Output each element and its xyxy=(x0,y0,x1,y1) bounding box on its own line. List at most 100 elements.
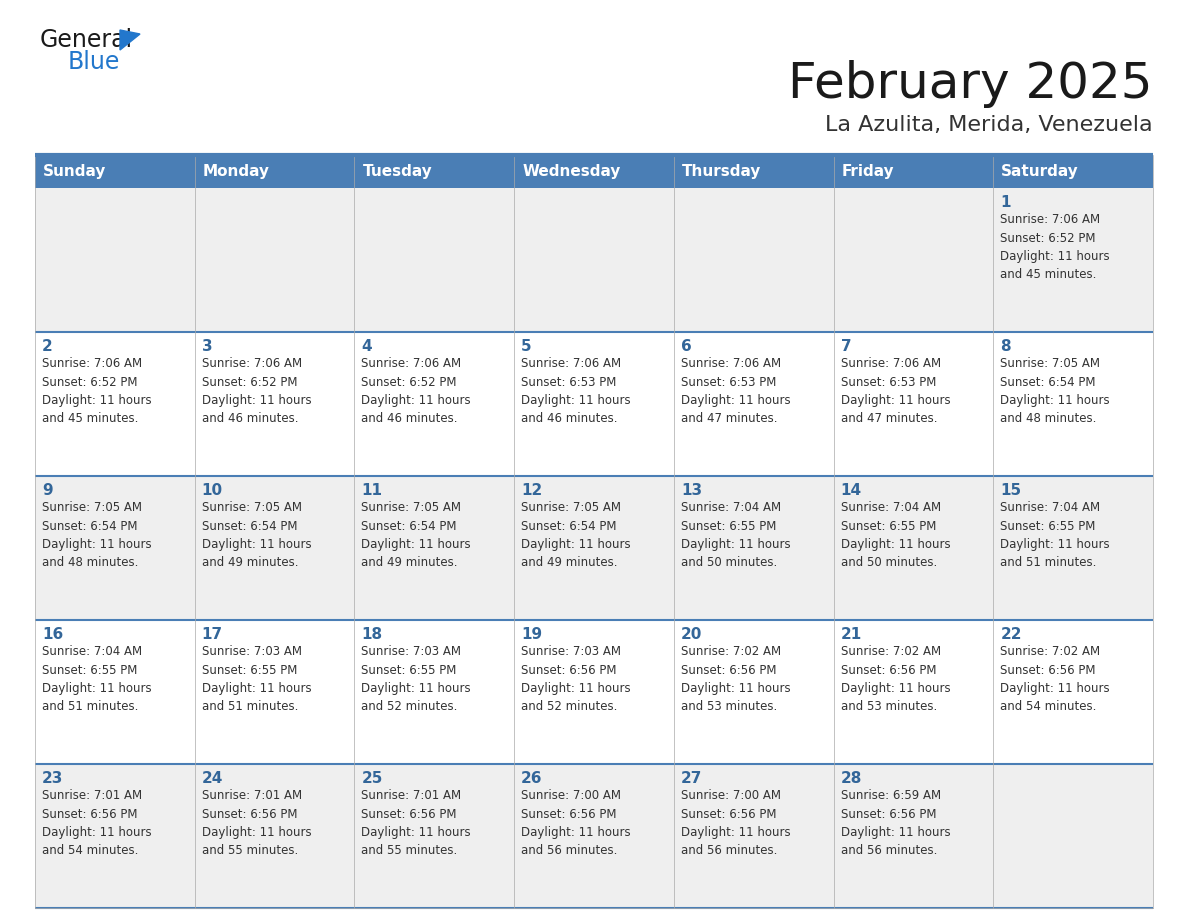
Text: 16: 16 xyxy=(42,627,63,642)
Text: Blue: Blue xyxy=(68,50,120,74)
Bar xyxy=(34,476,195,620)
Text: 5: 5 xyxy=(522,339,532,354)
Text: Sunrise: 7:06 AM
Sunset: 6:53 PM
Daylight: 11 hours
and 46 minutes.: Sunrise: 7:06 AM Sunset: 6:53 PM Dayligh… xyxy=(522,357,631,426)
Text: Sunrise: 7:03 AM
Sunset: 6:56 PM
Daylight: 11 hours
and 52 minutes.: Sunrise: 7:03 AM Sunset: 6:56 PM Dayligh… xyxy=(522,645,631,713)
Text: Sunrise: 7:02 AM
Sunset: 6:56 PM
Daylight: 11 hours
and 53 minutes.: Sunrise: 7:02 AM Sunset: 6:56 PM Dayligh… xyxy=(841,645,950,713)
Text: Saturday: Saturday xyxy=(1001,164,1079,179)
Bar xyxy=(993,764,1154,908)
Text: 1: 1 xyxy=(1000,195,1011,210)
Bar xyxy=(834,476,993,620)
Text: Thursday: Thursday xyxy=(682,164,762,179)
Text: Sunrise: 7:06 AM
Sunset: 6:52 PM
Daylight: 11 hours
and 46 minutes.: Sunrise: 7:06 AM Sunset: 6:52 PM Dayligh… xyxy=(361,357,472,426)
Text: General: General xyxy=(40,28,133,52)
Bar xyxy=(354,620,514,764)
Text: Sunrise: 7:05 AM
Sunset: 6:54 PM
Daylight: 11 hours
and 49 minutes.: Sunrise: 7:05 AM Sunset: 6:54 PM Dayligh… xyxy=(522,501,631,569)
Bar xyxy=(34,620,195,764)
Text: 13: 13 xyxy=(681,483,702,498)
Bar xyxy=(514,332,674,476)
Text: Sunrise: 7:01 AM
Sunset: 6:56 PM
Daylight: 11 hours
and 55 minutes.: Sunrise: 7:01 AM Sunset: 6:56 PM Dayligh… xyxy=(202,789,311,857)
Text: 12: 12 xyxy=(522,483,543,498)
Bar xyxy=(195,764,354,908)
Bar xyxy=(514,155,674,188)
Bar xyxy=(993,620,1154,764)
Bar xyxy=(674,155,834,188)
Text: 18: 18 xyxy=(361,627,383,642)
Text: Monday: Monday xyxy=(203,164,270,179)
Text: Sunrise: 7:05 AM
Sunset: 6:54 PM
Daylight: 11 hours
and 48 minutes.: Sunrise: 7:05 AM Sunset: 6:54 PM Dayligh… xyxy=(1000,357,1110,426)
Bar xyxy=(354,188,514,332)
Bar xyxy=(834,155,993,188)
Bar xyxy=(993,155,1154,188)
Text: 14: 14 xyxy=(841,483,861,498)
Text: 11: 11 xyxy=(361,483,383,498)
Bar xyxy=(834,620,993,764)
Text: Tuesday: Tuesday xyxy=(362,164,432,179)
Text: 27: 27 xyxy=(681,771,702,786)
Bar xyxy=(834,332,993,476)
Bar xyxy=(195,476,354,620)
Bar xyxy=(195,155,354,188)
Bar xyxy=(354,332,514,476)
Text: 2: 2 xyxy=(42,339,52,354)
Text: Sunrise: 7:06 AM
Sunset: 6:53 PM
Daylight: 11 hours
and 47 minutes.: Sunrise: 7:06 AM Sunset: 6:53 PM Dayligh… xyxy=(841,357,950,426)
Bar xyxy=(674,332,834,476)
Text: 7: 7 xyxy=(841,339,851,354)
Text: 21: 21 xyxy=(841,627,861,642)
Text: Sunrise: 7:03 AM
Sunset: 6:55 PM
Daylight: 11 hours
and 52 minutes.: Sunrise: 7:03 AM Sunset: 6:55 PM Dayligh… xyxy=(361,645,472,713)
Bar xyxy=(993,476,1154,620)
Bar xyxy=(674,764,834,908)
Bar xyxy=(514,620,674,764)
Bar xyxy=(195,188,354,332)
Text: Sunrise: 6:59 AM
Sunset: 6:56 PM
Daylight: 11 hours
and 56 minutes.: Sunrise: 6:59 AM Sunset: 6:56 PM Dayligh… xyxy=(841,789,950,857)
Text: Sunrise: 7:04 AM
Sunset: 6:55 PM
Daylight: 11 hours
and 50 minutes.: Sunrise: 7:04 AM Sunset: 6:55 PM Dayligh… xyxy=(681,501,790,569)
Bar xyxy=(34,332,195,476)
Bar xyxy=(514,188,674,332)
Text: Sunrise: 7:06 AM
Sunset: 6:52 PM
Daylight: 11 hours
and 45 minutes.: Sunrise: 7:06 AM Sunset: 6:52 PM Dayligh… xyxy=(42,357,152,426)
Text: Sunrise: 7:02 AM
Sunset: 6:56 PM
Daylight: 11 hours
and 53 minutes.: Sunrise: 7:02 AM Sunset: 6:56 PM Dayligh… xyxy=(681,645,790,713)
Bar xyxy=(674,476,834,620)
Text: Sunrise: 7:04 AM
Sunset: 6:55 PM
Daylight: 11 hours
and 50 minutes.: Sunrise: 7:04 AM Sunset: 6:55 PM Dayligh… xyxy=(841,501,950,569)
Text: Sunrise: 7:03 AM
Sunset: 6:55 PM
Daylight: 11 hours
and 51 minutes.: Sunrise: 7:03 AM Sunset: 6:55 PM Dayligh… xyxy=(202,645,311,713)
Bar xyxy=(993,188,1154,332)
Text: February 2025: February 2025 xyxy=(789,60,1154,108)
Text: 24: 24 xyxy=(202,771,223,786)
Text: Sunrise: 7:00 AM
Sunset: 6:56 PM
Daylight: 11 hours
and 56 minutes.: Sunrise: 7:00 AM Sunset: 6:56 PM Dayligh… xyxy=(522,789,631,857)
Bar xyxy=(674,620,834,764)
Bar xyxy=(993,332,1154,476)
Text: Sunrise: 7:04 AM
Sunset: 6:55 PM
Daylight: 11 hours
and 51 minutes.: Sunrise: 7:04 AM Sunset: 6:55 PM Dayligh… xyxy=(42,645,152,713)
Bar xyxy=(354,476,514,620)
Bar xyxy=(34,155,195,188)
Text: 25: 25 xyxy=(361,771,383,786)
Bar xyxy=(354,155,514,188)
Bar xyxy=(34,764,195,908)
Bar xyxy=(195,620,354,764)
Text: 23: 23 xyxy=(42,771,63,786)
Text: Wednesday: Wednesday xyxy=(523,164,620,179)
Bar xyxy=(834,188,993,332)
Text: Sunrise: 7:06 AM
Sunset: 6:52 PM
Daylight: 11 hours
and 45 minutes.: Sunrise: 7:06 AM Sunset: 6:52 PM Dayligh… xyxy=(1000,213,1110,282)
Text: 28: 28 xyxy=(841,771,862,786)
Text: Sunrise: 7:06 AM
Sunset: 6:53 PM
Daylight: 11 hours
and 47 minutes.: Sunrise: 7:06 AM Sunset: 6:53 PM Dayligh… xyxy=(681,357,790,426)
Bar xyxy=(834,764,993,908)
Text: Sunday: Sunday xyxy=(43,164,107,179)
Text: 4: 4 xyxy=(361,339,372,354)
Text: 8: 8 xyxy=(1000,339,1011,354)
Text: 19: 19 xyxy=(522,627,542,642)
Text: 6: 6 xyxy=(681,339,691,354)
Text: Sunrise: 7:01 AM
Sunset: 6:56 PM
Daylight: 11 hours
and 54 minutes.: Sunrise: 7:01 AM Sunset: 6:56 PM Dayligh… xyxy=(42,789,152,857)
Text: Sunrise: 7:06 AM
Sunset: 6:52 PM
Daylight: 11 hours
and 46 minutes.: Sunrise: 7:06 AM Sunset: 6:52 PM Dayligh… xyxy=(202,357,311,426)
Text: Sunrise: 7:05 AM
Sunset: 6:54 PM
Daylight: 11 hours
and 49 minutes.: Sunrise: 7:05 AM Sunset: 6:54 PM Dayligh… xyxy=(361,501,472,569)
Text: 26: 26 xyxy=(522,771,543,786)
Text: Sunrise: 7:02 AM
Sunset: 6:56 PM
Daylight: 11 hours
and 54 minutes.: Sunrise: 7:02 AM Sunset: 6:56 PM Dayligh… xyxy=(1000,645,1110,713)
Text: 9: 9 xyxy=(42,483,52,498)
Bar xyxy=(514,764,674,908)
Text: 20: 20 xyxy=(681,627,702,642)
Text: Sunrise: 7:05 AM
Sunset: 6:54 PM
Daylight: 11 hours
and 49 minutes.: Sunrise: 7:05 AM Sunset: 6:54 PM Dayligh… xyxy=(202,501,311,569)
Text: Sunrise: 7:00 AM
Sunset: 6:56 PM
Daylight: 11 hours
and 56 minutes.: Sunrise: 7:00 AM Sunset: 6:56 PM Dayligh… xyxy=(681,789,790,857)
Text: 17: 17 xyxy=(202,627,223,642)
Bar xyxy=(195,332,354,476)
Text: Sunrise: 7:04 AM
Sunset: 6:55 PM
Daylight: 11 hours
and 51 minutes.: Sunrise: 7:04 AM Sunset: 6:55 PM Dayligh… xyxy=(1000,501,1110,569)
Bar xyxy=(34,188,195,332)
Text: Friday: Friday xyxy=(841,164,895,179)
Text: 3: 3 xyxy=(202,339,213,354)
